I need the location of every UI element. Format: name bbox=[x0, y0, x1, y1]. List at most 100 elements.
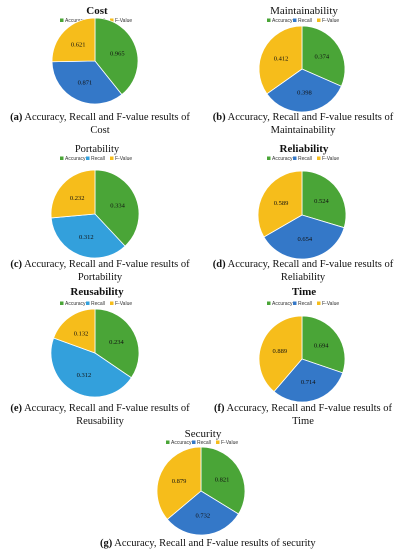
pie-slice-accuracy bbox=[200, 446, 246, 515]
legend-swatch-accuracy bbox=[267, 156, 271, 160]
caption-security: (g) Accuracy, Recall and F-value results… bbox=[100, 537, 316, 550]
data-label-f-value: 0.412 bbox=[274, 55, 289, 62]
caption-text: Accuracy, Recall and F-value results of bbox=[22, 259, 190, 270]
legend-swatch-f-value bbox=[110, 301, 114, 305]
caption-subject: Portability bbox=[77, 272, 123, 283]
pie-slice-accuracy bbox=[94, 17, 139, 96]
legend-label-recall: Recall bbox=[197, 440, 211, 446]
legend-label-recall: Recall bbox=[91, 156, 105, 162]
caption-subject: Maintainability bbox=[270, 125, 336, 136]
legend-swatch-recall bbox=[293, 156, 297, 160]
legend-swatch-f-value bbox=[216, 440, 220, 444]
data-label-f-value: 0.132 bbox=[74, 330, 89, 337]
legend-label-f-value: F-Value bbox=[115, 301, 132, 307]
data-label-accuracy: 0.821 bbox=[215, 476, 230, 483]
pie-slice-recall bbox=[50, 337, 132, 398]
pie-slice-accuracy bbox=[94, 308, 140, 379]
chart-title: Cost bbox=[86, 5, 108, 17]
legend-swatch-f-value bbox=[317, 301, 321, 305]
pie-slice-recall bbox=[50, 213, 126, 259]
legend-swatch-accuracy bbox=[267, 18, 271, 22]
legend-label-accuracy: Accuracy bbox=[65, 156, 86, 162]
pie-slice-f-value bbox=[156, 446, 202, 520]
chart-title: Maintainability bbox=[270, 5, 338, 17]
caption-time: (f) Accuracy, Recall and F-value results… bbox=[203, 402, 403, 428]
caption-text: Accuracy, Recall and F-value results of bbox=[22, 112, 190, 123]
data-label-recall: 0.654 bbox=[297, 236, 312, 243]
legend-label-accuracy: Accuracy bbox=[65, 18, 86, 24]
legend-swatch-recall bbox=[86, 156, 90, 160]
data-label-f-value: 0.879 bbox=[172, 478, 187, 485]
legend-label-recall: Recall bbox=[91, 18, 105, 24]
chart-title: Time bbox=[292, 286, 316, 298]
legend-swatch-accuracy bbox=[267, 301, 271, 305]
caption-subject: Reliability bbox=[280, 272, 326, 283]
data-label-accuracy: 0.234 bbox=[109, 339, 124, 346]
legend-label-recall: Recall bbox=[298, 301, 312, 307]
pie-slice-accuracy bbox=[301, 170, 347, 229]
data-label-f-value: 0.621 bbox=[71, 42, 86, 49]
pie-slice-accuracy bbox=[301, 315, 346, 374]
pie-slice-recall bbox=[266, 68, 342, 113]
data-label-f-value: 0.232 bbox=[70, 195, 85, 202]
data-label-accuracy: 0.965 bbox=[110, 50, 125, 57]
legend-label-f-value: F-Value bbox=[221, 440, 238, 446]
data-label-recall: 0.312 bbox=[77, 372, 92, 379]
pie-slice-f-value bbox=[51, 17, 96, 63]
legend-label-f-value: F-Value bbox=[322, 18, 339, 24]
legend-swatch-recall bbox=[86, 18, 90, 22]
caption-tag: (g) bbox=[100, 538, 113, 549]
caption-text: Accuracy, Recall and F-value results of … bbox=[112, 538, 316, 549]
legend-label-accuracy: Accuracy bbox=[272, 156, 293, 162]
caption-subject: Time bbox=[292, 416, 314, 427]
pie-slice-accuracy bbox=[94, 169, 140, 247]
caption-reliability: (d) Accuracy, Recall and F-value results… bbox=[203, 258, 403, 284]
pie-slice-recall bbox=[166, 490, 240, 536]
pie-slice-recall bbox=[51, 60, 123, 105]
pie-slice-recall bbox=[273, 358, 344, 403]
legend-swatch-f-value bbox=[110, 18, 114, 22]
legend-swatch-accuracy bbox=[166, 440, 170, 444]
data-label-accuracy: 0.374 bbox=[314, 53, 329, 60]
legend-label-accuracy: Accuracy bbox=[272, 301, 293, 307]
data-label-f-value: 0.889 bbox=[273, 348, 288, 355]
legend-label-accuracy: Accuracy bbox=[65, 301, 86, 307]
caption-maintainability: (b) Accuracy, Recall and F-value results… bbox=[203, 111, 403, 137]
caption-text: Accuracy, Recall and F-value results of bbox=[22, 403, 190, 414]
caption-subject: Cost bbox=[90, 125, 110, 136]
data-label-f-value: 0.589 bbox=[274, 200, 289, 207]
legend-swatch-f-value bbox=[110, 156, 114, 160]
data-label-recall: 0.312 bbox=[79, 234, 94, 241]
caption-portability: (c) Accuracy, Recall and F-value results… bbox=[0, 258, 200, 284]
pie-slice-recall bbox=[263, 214, 345, 260]
legend-label-f-value: F-Value bbox=[115, 156, 132, 162]
legend-label-f-value: F-Value bbox=[322, 301, 339, 307]
legend-swatch-f-value bbox=[317, 156, 321, 160]
legend-label-recall: Recall bbox=[91, 301, 105, 307]
caption-tag: (b) bbox=[212, 112, 226, 123]
caption-subject: Reusability bbox=[76, 416, 124, 427]
legend-swatch-accuracy bbox=[60, 301, 64, 305]
caption-tag: (a) bbox=[10, 112, 23, 123]
legend-label-recall: Recall bbox=[298, 156, 312, 162]
caption-reusability: (e) Accuracy, Recall and F-value results… bbox=[0, 402, 200, 428]
caption-text: Accuracy, Recall and F-value results of bbox=[225, 112, 394, 123]
data-label-recall: 0.732 bbox=[195, 512, 210, 519]
legend-label-recall: Recall bbox=[298, 18, 312, 24]
legend-swatch-recall bbox=[192, 440, 196, 444]
chart-title: Portability bbox=[75, 144, 120, 155]
caption-tag: (f) bbox=[213, 403, 225, 414]
pie-slice-f-value bbox=[258, 25, 303, 95]
chart-title: Reliability bbox=[280, 143, 329, 155]
legend-swatch-recall bbox=[86, 301, 90, 305]
caption-text: Accuracy, Recall and F-value results of bbox=[224, 403, 393, 414]
legend-label-accuracy: Accuracy bbox=[171, 440, 192, 446]
caption-text: Accuracy, Recall and F-value results of bbox=[225, 259, 394, 270]
caption-tag: (d) bbox=[212, 259, 226, 270]
chart-title: Security bbox=[185, 428, 222, 440]
data-label-recall: 0.871 bbox=[78, 80, 93, 87]
data-label-accuracy: 0.334 bbox=[110, 202, 125, 209]
caption-tag: (c) bbox=[10, 259, 23, 270]
caption-tag: (e) bbox=[10, 403, 23, 414]
legend-label-accuracy: Accuracy bbox=[272, 18, 293, 24]
